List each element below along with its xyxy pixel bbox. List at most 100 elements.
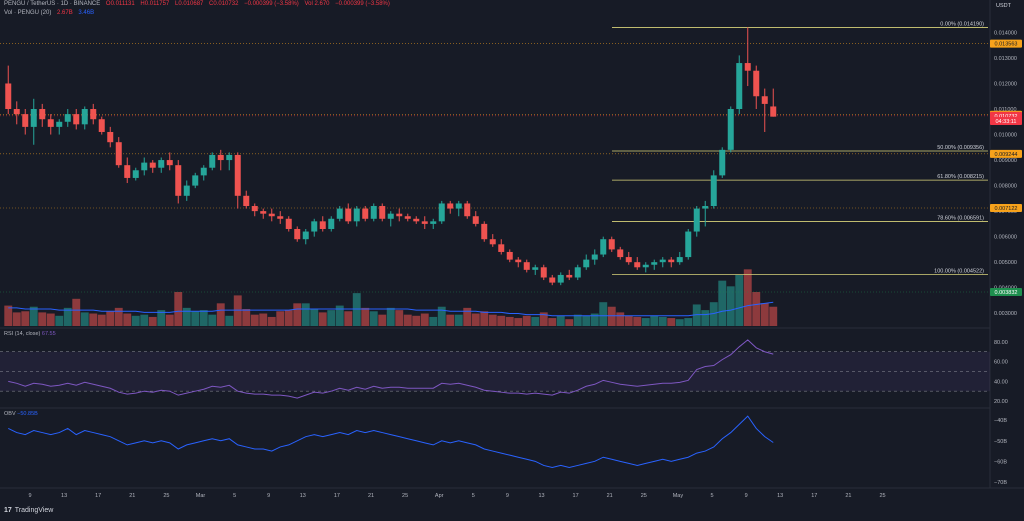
time-axis: 9 13 17 21 25 Mar 5 9 13 17 21 25 Apr 5 9 13 17 21 25 May 5 9… [28, 493, 885, 499]
volume-bar [514, 318, 523, 326]
vol-label: Vol 2.670 [304, 1, 330, 7]
time-tick: 17 [95, 493, 101, 499]
time-tick: 21 [607, 493, 613, 499]
volume-bar [335, 305, 344, 326]
rsi-tick: 40.00 [994, 379, 1008, 385]
rsi-tick: 80.00 [994, 340, 1008, 346]
volume-bar [352, 293, 361, 326]
candle-body [302, 231, 309, 240]
volume-bar [522, 315, 531, 326]
volume-bar [624, 315, 633, 326]
candle-body [761, 96, 768, 104]
volume-bar [327, 310, 336, 326]
volume-bar [12, 312, 21, 326]
volume-bar [556, 315, 565, 326]
rsi-pane: 80.00 60.00 40.00 20.00 [0, 339, 1008, 405]
volume-bar [369, 311, 378, 326]
candle-body [676, 257, 683, 263]
candle-body [617, 249, 624, 258]
fib-label: 100.00% (0.004522) [934, 268, 984, 274]
candle-body [234, 154, 241, 196]
candle-body [396, 213, 403, 217]
volume-bar [4, 305, 13, 326]
candle-body [549, 277, 556, 283]
time-tick: 5 [710, 493, 713, 499]
candle-body [132, 170, 139, 178]
candle-body [736, 63, 743, 110]
volume-bar [505, 316, 514, 326]
price-badge [990, 204, 1022, 213]
candle-body [379, 206, 386, 219]
candle-body [175, 165, 182, 196]
volume-bar [709, 302, 718, 326]
volume-bar [148, 316, 157, 326]
time-tick: 25 [641, 493, 647, 499]
candle-body [481, 223, 488, 240]
volume-bar [412, 315, 421, 326]
time-tick: 21 [129, 493, 135, 499]
candle-body [311, 221, 318, 232]
time-tick: 25 [163, 493, 169, 499]
price-axis: 0.014000 0.013000 0.012000 0.011000 0.010000… [990, 30, 1022, 317]
candle-body [370, 206, 377, 219]
candle-body [209, 154, 216, 168]
candle-body [217, 154, 224, 161]
volume-bar [565, 319, 574, 326]
obv-pane: −40B −50B −60B −70B [8, 415, 1007, 486]
price-tick: 0.006000 [994, 235, 1017, 241]
volume-value: 2.67B [57, 10, 73, 16]
candle-body [413, 218, 420, 222]
candle-body [336, 208, 343, 219]
volume-bar [208, 314, 217, 326]
volume-bar [114, 307, 123, 326]
candle-body [634, 262, 641, 268]
volume-bar [233, 295, 242, 326]
volume-bar [301, 303, 310, 326]
volume-bar [191, 311, 200, 326]
volume-bar [735, 275, 744, 326]
volume-bar [225, 315, 234, 326]
volume-bar [599, 302, 608, 326]
time-tick: 13 [300, 493, 306, 499]
volume-bar [46, 313, 55, 326]
volume-bar [386, 307, 395, 326]
candle-body [285, 218, 292, 229]
volume-bar [743, 269, 752, 326]
candle-body [600, 239, 607, 255]
volume-bar [429, 316, 438, 326]
volume-bar [131, 315, 140, 326]
candle-body [421, 221, 428, 224]
price-badge [990, 117, 1022, 126]
volume-bar [684, 318, 693, 326]
volume-bar [573, 314, 582, 326]
volume-bar [718, 280, 727, 326]
vol-change: −0.000399 (−3.58%) [335, 1, 390, 7]
volume-bar [310, 309, 319, 326]
candle-body [608, 239, 615, 250]
candle-body [243, 195, 250, 207]
volume-bar [437, 306, 446, 326]
candle-body [353, 208, 360, 222]
candle-body [668, 259, 675, 263]
candle-body [362, 208, 369, 219]
time-tick: 25 [879, 493, 885, 499]
volume-bar [344, 311, 353, 326]
ohlc-open: O0.011131 [105, 1, 135, 7]
rsi-line [8, 339, 774, 399]
time-tick: 13 [538, 493, 544, 499]
price-tick: 0.010000 [994, 133, 1017, 139]
time-tick: 21 [368, 493, 374, 499]
candle-body [81, 109, 88, 125]
volume-bar [650, 315, 659, 326]
obv-tick: −40B [994, 418, 1007, 424]
price-badge [990, 149, 1022, 158]
volume-bar [267, 316, 276, 326]
price-badge-label: 0.009244 [995, 152, 1018, 158]
candle-body [685, 231, 692, 258]
volume-bar [497, 315, 506, 326]
candle-body [328, 218, 335, 229]
candle-body [651, 262, 658, 265]
price-tick: 0.012000 [994, 81, 1017, 87]
